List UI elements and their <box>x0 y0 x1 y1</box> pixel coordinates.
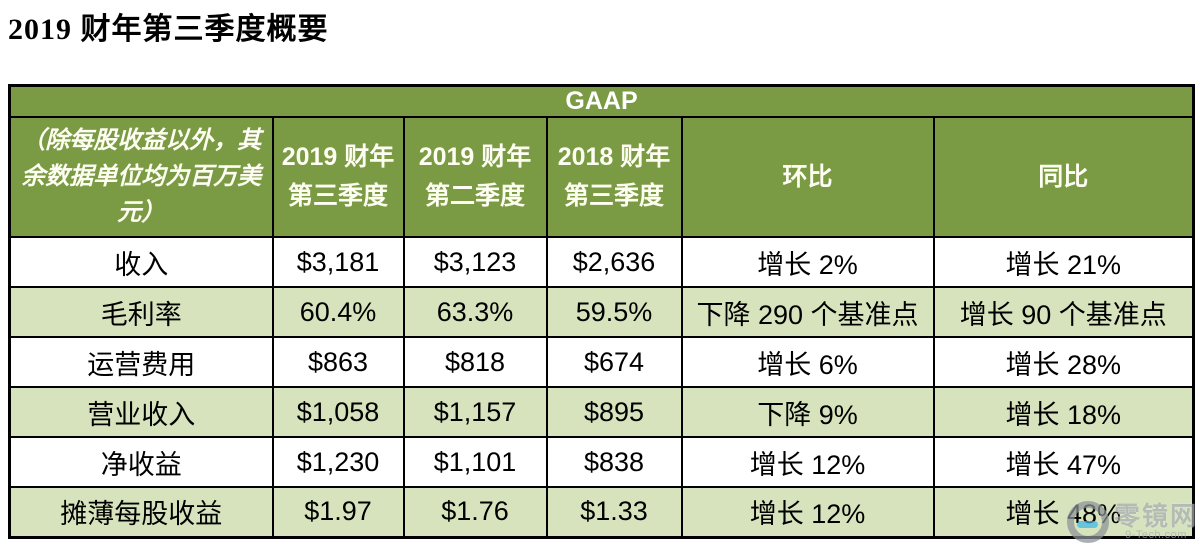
cell-value: $2,636 <box>545 236 683 288</box>
page-title: 2019 财年第三季度概要 <box>8 13 329 46</box>
cell-value: 增长 2% <box>680 236 935 288</box>
table-row-net-income: 净收益 $1,230 $1,101 $838 增长 12% 增长 47% <box>8 436 1195 488</box>
row-label: 摊薄每股收益 <box>8 486 274 538</box>
cell-value: 增长 47% <box>932 436 1195 488</box>
cell-value: $1,101 <box>402 436 548 488</box>
row-label: 毛利率 <box>8 286 274 338</box>
cell-value: 59.5% <box>545 286 683 338</box>
cell-value: $1,157 <box>402 386 548 438</box>
row-label: 净收益 <box>8 436 274 488</box>
cell-value: $1,230 <box>271 436 405 488</box>
row-label: 营业收入 <box>8 386 274 438</box>
table-header-row: （除每股收益以外，其余数据单位均为百万美元） 2019 财年第三季度 2019 … <box>8 116 1195 238</box>
cell-value: $3,181 <box>271 236 405 288</box>
cell-value: $1.97 <box>271 486 405 538</box>
watermark-text: 零镜网 9-Tech.com <box>1114 503 1198 541</box>
cell-value: 下降 290 个基准点 <box>680 286 935 338</box>
table-row-operating-income: 营业收入 $1,058 $1,157 $895 下降 9% 增长 18% <box>8 386 1195 438</box>
cell-value: 增长 21% <box>932 236 1195 288</box>
table-row-revenue: 收入 $3,181 $3,123 $2,636 增长 2% 增长 21% <box>8 236 1195 288</box>
cell-value: 增长 12% <box>680 486 935 538</box>
table-row-gross-margin: 毛利率 60.4% 63.3% 59.5% 下降 290 个基准点 增长 90 … <box>8 286 1195 338</box>
cell-value: 增长 12% <box>680 436 935 488</box>
cell-value: $818 <box>402 336 548 388</box>
cell-value: $1,058 <box>271 386 405 438</box>
cell-value: 增长 28% <box>932 336 1195 388</box>
cell-value: $838 <box>545 436 683 488</box>
units-note: （除每股收益以外，其余数据单位均为百万美元） <box>8 116 274 238</box>
gaap-summary-table: GAAP （除每股收益以外，其余数据单位均为百万美元） 2019 财年第三季度 … <box>8 84 1196 539</box>
site-watermark: 零镜网 9-Tech.com <box>1066 501 1198 543</box>
cell-value: 增长 48% <box>932 486 1195 538</box>
cell-value: $674 <box>545 336 683 388</box>
cell-value: 增长 18% <box>932 386 1195 438</box>
cell-value: $863 <box>271 336 405 388</box>
cell-value: $1.33 <box>545 486 683 538</box>
row-label: 运营费用 <box>8 336 274 388</box>
cell-value: 增长 90 个基准点 <box>932 286 1195 338</box>
table-row-diluted-eps: 摊薄每股收益 $1.97 $1.76 $1.33 增长 12% 增长 48% <box>8 486 1195 538</box>
cell-value: 下降 9% <box>680 386 935 438</box>
watermark-lens-icon <box>1066 501 1109 543</box>
table-group-header-row: GAAP <box>8 84 1195 118</box>
table-row-operating-expenses: 运营费用 $863 $818 $674 增长 6% 增长 28% <box>8 336 1195 388</box>
cell-value: 增长 6% <box>680 336 935 388</box>
watermark-brand: 零镜网 <box>1113 501 1198 531</box>
cell-value: $895 <box>545 386 683 438</box>
cell-value: $1.76 <box>402 486 548 538</box>
column-header-q3-2019: 2019 财年第三季度 <box>271 116 405 238</box>
watermark-cyan-bar <box>1076 521 1098 528</box>
watermark-domain: 9-Tech.com <box>1125 529 1187 541</box>
column-header-qoq: 环比 <box>680 116 935 238</box>
cell-value: 63.3% <box>402 286 548 338</box>
column-header-yoy: 同比 <box>932 116 1195 238</box>
row-label: 收入 <box>8 236 274 288</box>
cell-value: 60.4% <box>271 286 405 338</box>
column-header-q2-2019: 2019 财年第二季度 <box>402 116 548 238</box>
gaap-group-header: GAAP <box>8 84 1195 118</box>
column-header-q3-2018: 2018 财年第三季度 <box>545 116 683 238</box>
cell-value: $3,123 <box>402 236 548 288</box>
